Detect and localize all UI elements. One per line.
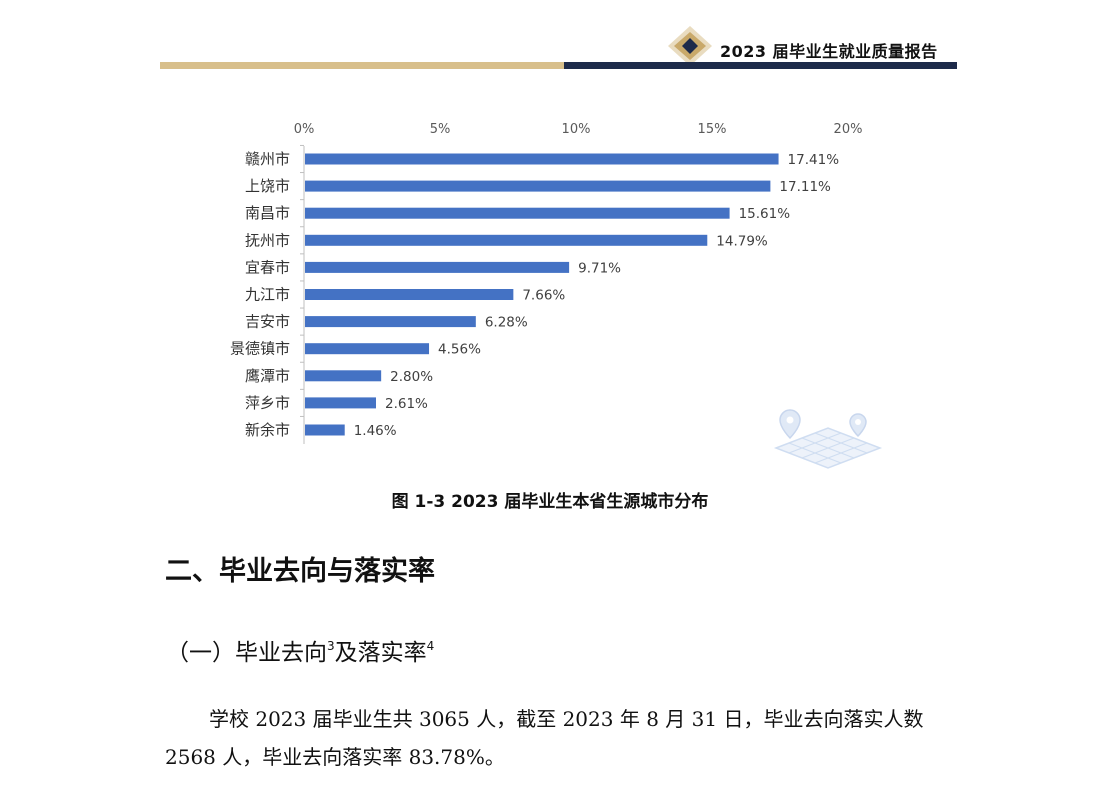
category-label: 吉安市 — [245, 313, 290, 331]
category-label: 南昌市 — [245, 204, 290, 222]
category-label: 上饶市 — [245, 177, 290, 195]
category-label: 抚州市 — [245, 231, 290, 249]
subsection-title-part-2: 及落实率 — [334, 640, 427, 666]
data-label: 2.61% — [385, 396, 428, 412]
data-label: 4.56% — [438, 342, 481, 358]
bar — [305, 289, 514, 300]
data-label: 14.79% — [716, 233, 768, 249]
x-tick-label: 5% — [430, 122, 451, 137]
body-paragraph: 学校 2023 届毕业生共 3065 人，截至 2023 年 8 月 31 日，… — [165, 707, 924, 769]
footnote-ref-3: 3 — [327, 639, 335, 653]
footnote-ref-4: 4 — [426, 639, 435, 653]
data-label: 17.41% — [788, 152, 840, 168]
data-label: 7.66% — [522, 288, 565, 304]
subsection-title-part-1: （一）毕业去向 — [166, 640, 327, 666]
diamond-logo-icon — [668, 26, 712, 66]
x-tick-label: 20% — [834, 122, 863, 137]
category-label: 赣州市 — [245, 150, 290, 168]
category-label: 新余市 — [245, 421, 290, 439]
bar — [305, 370, 382, 382]
category-label: 九江市 — [245, 286, 290, 304]
bar — [305, 234, 708, 246]
bar — [305, 180, 771, 192]
header-rule-gold — [160, 62, 564, 69]
section-title: 二、毕业去向与落实率 — [165, 556, 435, 587]
bar — [305, 343, 430, 355]
x-tick-label: 15% — [698, 122, 727, 137]
data-label: 2.80% — [390, 369, 433, 385]
bar — [305, 153, 779, 165]
category-label: 萍乡市 — [245, 394, 290, 412]
data-label: 15.61% — [739, 206, 791, 222]
x-tick-label: 10% — [562, 122, 591, 137]
map-location-icon — [773, 409, 883, 469]
data-label: 1.46% — [354, 423, 397, 439]
data-label: 9.71% — [578, 260, 621, 276]
bar — [305, 316, 476, 328]
bar — [305, 207, 730, 219]
subsection-title: （一）毕业去向3及落实率4 — [166, 633, 434, 667]
bar — [305, 261, 570, 273]
report-title: 2023 届毕业生就业质量报告 — [720, 42, 938, 61]
data-label: 6.28% — [485, 315, 528, 331]
category-label: 景德镇市 — [230, 340, 290, 358]
category-label: 宜春市 — [245, 258, 290, 276]
x-tick-label: 0% — [294, 122, 315, 137]
chart-caption: 图 1-3 2023 届毕业生本省生源城市分布 — [391, 492, 709, 512]
header-rule-navy — [564, 62, 957, 69]
bar — [305, 424, 345, 436]
category-label: 鹰潭市 — [245, 367, 290, 385]
city-distribution-chart: 0% 5% 10% 15% 20% 赣州市 17.41% 上饶市 17.11% 南昌市 15.61%… — [230, 122, 863, 444]
bar — [305, 397, 376, 409]
data-label: 17.11% — [779, 179, 831, 195]
